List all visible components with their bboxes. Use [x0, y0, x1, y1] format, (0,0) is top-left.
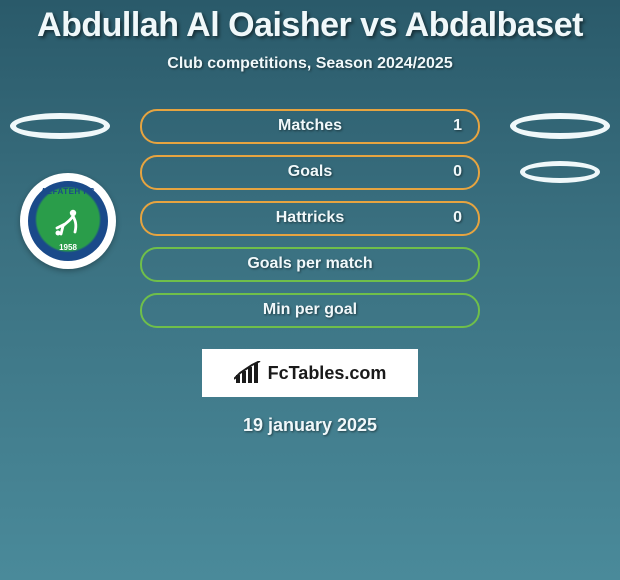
stat-value: 0 — [453, 209, 462, 227]
club-name: ALFATEH FC — [41, 187, 95, 196]
stat-pill-mpg: Min per goal — [140, 293, 480, 328]
stat-row-matches: Matches 1 — [0, 103, 620, 149]
stat-pill-gpm: Goals per match — [140, 247, 480, 282]
stat-pill-matches: Matches 1 — [140, 109, 480, 144]
club-figure-icon — [51, 204, 85, 238]
brand-logo: FcTables.com — [202, 349, 418, 397]
club-year: 1958 — [59, 243, 77, 252]
subtitle: Club competitions, Season 2024/2025 — [0, 55, 620, 73]
progress-ring-left-icon — [10, 113, 110, 139]
progress-ring-right-icon — [510, 113, 610, 139]
stat-pill-goals: Goals 0 — [140, 155, 480, 190]
stat-row-mpg: Min per goal — [0, 287, 620, 333]
stat-label: Goals — [288, 163, 332, 181]
stat-value: 1 — [453, 117, 462, 135]
page-title: Abdullah Al Oaisher vs Abdalbaset — [0, 0, 620, 45]
stat-label: Min per goal — [263, 301, 357, 319]
stat-value: 0 — [453, 163, 462, 181]
stat-label: Hattricks — [276, 209, 344, 227]
club-badge: ALFATEH FC 1958 — [20, 173, 116, 269]
footer-date: 19 january 2025 — [0, 415, 620, 436]
stat-label: Matches — [278, 117, 342, 135]
bar-chart-icon — [234, 361, 262, 385]
club-badge-inner: ALFATEH FC 1958 — [28, 181, 108, 261]
stat-pill-hattricks: Hattricks 0 — [140, 201, 480, 236]
brand-text: FcTables.com — [268, 363, 387, 384]
stat-label: Goals per match — [247, 255, 372, 273]
progress-ring-right-small-icon — [520, 161, 600, 183]
